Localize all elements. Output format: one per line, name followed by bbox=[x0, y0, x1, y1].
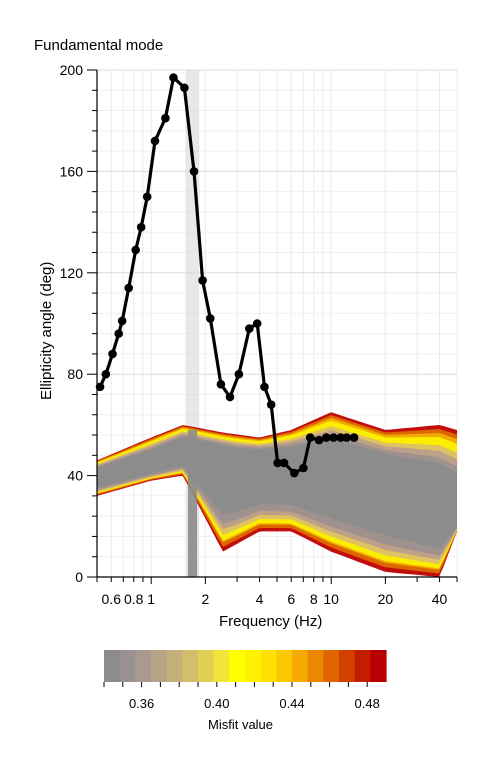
x-tick-label: 2 bbox=[201, 591, 209, 607]
colorbar-swatch bbox=[135, 650, 152, 682]
colorbar-swatch bbox=[323, 650, 340, 682]
colorbar-swatch bbox=[276, 650, 293, 682]
measured-point bbox=[205, 314, 215, 323]
x-tick-label: 20 bbox=[378, 591, 394, 607]
measured-point bbox=[329, 433, 338, 442]
ensemble-notch bbox=[187, 429, 198, 577]
measured-point bbox=[169, 73, 178, 82]
measured-curve bbox=[98, 76, 355, 475]
colorbar-swatch bbox=[104, 650, 121, 682]
colorbar-tick-label: 0.44 bbox=[279, 696, 304, 711]
measured-point bbox=[234, 369, 244, 379]
measured-point bbox=[108, 349, 117, 359]
colorbar-swatch bbox=[370, 650, 387, 682]
y-tick-label: 160 bbox=[60, 163, 84, 179]
measured-point bbox=[252, 319, 262, 328]
measured-point bbox=[279, 458, 289, 468]
measured-point bbox=[342, 433, 352, 442]
measured-point bbox=[131, 245, 140, 255]
colorbar-swatch bbox=[260, 650, 277, 682]
measured-point bbox=[161, 113, 170, 123]
x-tick-label: 1 bbox=[147, 591, 155, 607]
x-tick-label: 4 bbox=[256, 591, 264, 607]
x-tick-label: 10 bbox=[323, 591, 339, 607]
measured-point bbox=[299, 463, 308, 473]
x-tick-label: 0.8 bbox=[124, 591, 144, 607]
colorbar-swatch bbox=[245, 650, 262, 682]
measured-point bbox=[314, 435, 324, 445]
colorbar-swatch bbox=[229, 650, 246, 682]
measured-point bbox=[290, 468, 299, 478]
measured-point bbox=[117, 316, 127, 326]
y-tick-label: 80 bbox=[67, 366, 83, 382]
measured-point bbox=[321, 433, 331, 442]
measured-point bbox=[136, 222, 146, 232]
chart-title: Fundamental mode bbox=[34, 37, 164, 54]
measured-point bbox=[266, 400, 276, 409]
colorbar-swatch bbox=[339, 650, 356, 682]
colorbar-swatch bbox=[307, 650, 324, 682]
measured-point bbox=[260, 382, 269, 392]
y-tick-label: 200 bbox=[60, 62, 84, 78]
colorbar-tick-label: 0.36 bbox=[129, 696, 154, 711]
measured-point bbox=[225, 392, 235, 402]
x-tick-label: 8 bbox=[310, 591, 318, 607]
colorbar-swatch bbox=[151, 650, 168, 682]
measured-point bbox=[142, 192, 152, 202]
colorbar-tick-label: 0.40 bbox=[204, 696, 229, 711]
measured-point bbox=[245, 324, 254, 333]
x-tick-label: 40 bbox=[432, 591, 448, 607]
y-tick-label: 40 bbox=[67, 468, 83, 484]
y-tick-label: 120 bbox=[60, 265, 84, 281]
measured-point bbox=[273, 458, 282, 468]
measured-point bbox=[336, 433, 346, 442]
colorbar-swatch bbox=[119, 650, 136, 682]
inversion-band-7 bbox=[97, 437, 457, 549]
colorbar-tick-label: 0.48 bbox=[355, 696, 380, 711]
colorbar-swatch bbox=[182, 650, 199, 682]
x-tick-label: 6 bbox=[287, 591, 295, 607]
colorbar-swatch bbox=[166, 650, 183, 682]
measured-point bbox=[150, 136, 160, 146]
colorbar-swatch bbox=[292, 650, 309, 682]
measured-point bbox=[216, 380, 226, 389]
measured-point bbox=[124, 283, 133, 293]
x-tick-label: 0.6 bbox=[102, 591, 122, 607]
measured-point bbox=[349, 433, 359, 442]
colorbar-swatch bbox=[354, 650, 371, 682]
x-axis-label: Frequency (Hz) bbox=[219, 613, 323, 630]
colorbar-swatch bbox=[198, 650, 215, 682]
measured-point bbox=[189, 167, 199, 176]
measured-point bbox=[114, 329, 124, 338]
measured-point bbox=[95, 382, 105, 392]
colorbar-swatch bbox=[213, 650, 230, 682]
measured-point bbox=[198, 276, 207, 285]
colorbar-label: Misfit value bbox=[208, 717, 274, 732]
measured-point bbox=[305, 433, 315, 442]
measured-point bbox=[101, 369, 111, 379]
y-tick-label: 0 bbox=[75, 569, 83, 585]
measured-point bbox=[180, 83, 189, 93]
